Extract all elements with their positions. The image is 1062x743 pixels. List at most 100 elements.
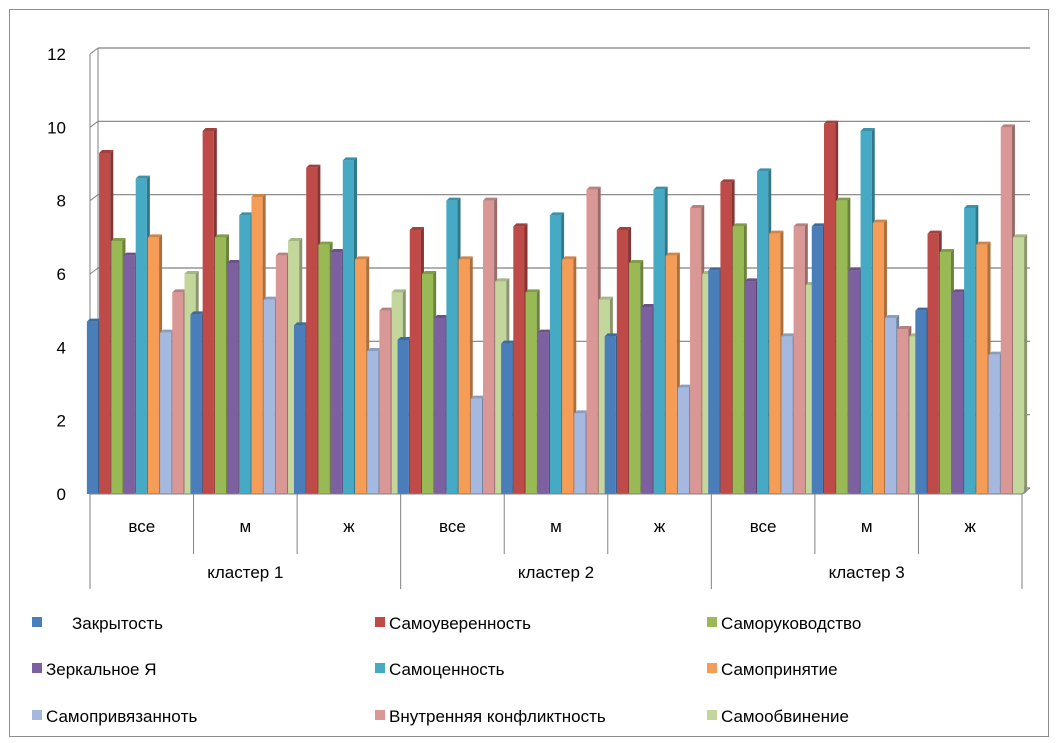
bar-front xyxy=(495,281,507,494)
bar-front xyxy=(501,343,513,494)
bar-top xyxy=(586,186,601,190)
bar xyxy=(562,256,577,494)
bar xyxy=(470,395,485,494)
bar-front xyxy=(111,241,123,494)
bar xyxy=(513,223,528,495)
bar xyxy=(86,318,102,494)
x-axis-depth xyxy=(1021,487,1031,495)
bar xyxy=(458,256,473,494)
bar-top xyxy=(964,205,979,208)
bar xyxy=(354,256,370,494)
bar-front xyxy=(434,318,446,494)
bar-top xyxy=(781,333,796,337)
bar-top xyxy=(190,311,205,315)
bar xyxy=(720,179,735,495)
bar xyxy=(988,351,1003,494)
bar-front xyxy=(318,244,330,494)
legend-label: Зеркальное Я xyxy=(46,660,157,679)
legend-label: Самообвинение xyxy=(721,707,849,726)
bar-top xyxy=(1000,124,1015,128)
legend-swatch xyxy=(375,663,385,673)
bar xyxy=(884,315,900,494)
bar xyxy=(525,289,540,494)
bar-front xyxy=(1012,237,1025,495)
bar-side xyxy=(1024,234,1028,495)
group-label: кластер 2 xyxy=(518,563,594,582)
bar-top xyxy=(239,212,254,216)
bar-top xyxy=(135,175,150,179)
bar-front xyxy=(757,171,769,495)
bar xyxy=(1012,234,1028,495)
category-label: ж xyxy=(343,517,355,536)
bar-top xyxy=(951,289,967,293)
y-tick-label: 8 xyxy=(57,192,66,211)
bar-top xyxy=(915,307,930,311)
bar xyxy=(708,267,723,494)
bar-front xyxy=(202,131,214,494)
bar xyxy=(641,304,656,494)
bar-front xyxy=(811,226,823,495)
bar xyxy=(897,326,912,494)
legend-label: Закрытость xyxy=(72,614,163,633)
bar-front xyxy=(616,230,629,494)
bar-top xyxy=(470,395,485,399)
bar-front xyxy=(184,274,196,494)
bar-front xyxy=(641,307,653,494)
category-label: все xyxy=(439,517,466,536)
bar-front xyxy=(379,310,391,494)
legend-label: Самопринятие xyxy=(721,660,838,679)
bar-top xyxy=(537,329,552,333)
bar xyxy=(848,267,863,494)
bar-front xyxy=(604,336,616,494)
bar-front xyxy=(409,230,421,494)
bar xyxy=(769,230,784,494)
bar-front xyxy=(732,226,744,495)
bar-top xyxy=(495,278,510,282)
bar-top xyxy=(793,223,808,227)
bar xyxy=(951,289,967,494)
bar xyxy=(293,322,309,494)
bar-top xyxy=(318,241,333,245)
bar xyxy=(744,278,760,494)
bar-top xyxy=(562,256,577,260)
bar xyxy=(251,194,266,494)
bar-front xyxy=(915,310,927,494)
bar-top xyxy=(708,267,723,271)
bar-front xyxy=(458,259,470,494)
bar xyxy=(214,234,230,495)
bar-top xyxy=(184,271,199,274)
bar-front xyxy=(172,292,184,494)
bar xyxy=(342,157,357,495)
legend-item: Самоуверенность xyxy=(375,614,531,633)
category-label: все xyxy=(750,517,777,536)
bar-top xyxy=(354,256,370,260)
bar-top xyxy=(860,128,875,131)
bar xyxy=(227,260,242,494)
bar-top xyxy=(823,120,839,124)
bar-top xyxy=(988,351,1003,355)
bar-top xyxy=(99,150,114,153)
bar-top xyxy=(1012,234,1028,238)
bar xyxy=(330,249,345,494)
bar-front xyxy=(513,226,525,495)
bar-front xyxy=(574,413,586,494)
bar-top xyxy=(482,197,498,201)
bar-front xyxy=(562,259,574,494)
bar xyxy=(604,333,619,494)
bar-front xyxy=(860,131,872,494)
bar-front xyxy=(951,292,964,494)
bar xyxy=(263,296,278,494)
bar xyxy=(677,384,693,494)
bar-front xyxy=(525,292,537,494)
bar-top xyxy=(848,267,863,271)
bar xyxy=(690,205,705,494)
bar-front xyxy=(263,299,275,494)
bar xyxy=(574,410,589,494)
bar-front xyxy=(354,259,367,494)
bar-top xyxy=(720,179,735,183)
category-label: ж xyxy=(654,517,666,536)
bar-front xyxy=(367,351,379,494)
bar-top xyxy=(690,205,705,208)
bar-front xyxy=(293,325,306,494)
legend-item: Самоценность xyxy=(375,660,505,679)
